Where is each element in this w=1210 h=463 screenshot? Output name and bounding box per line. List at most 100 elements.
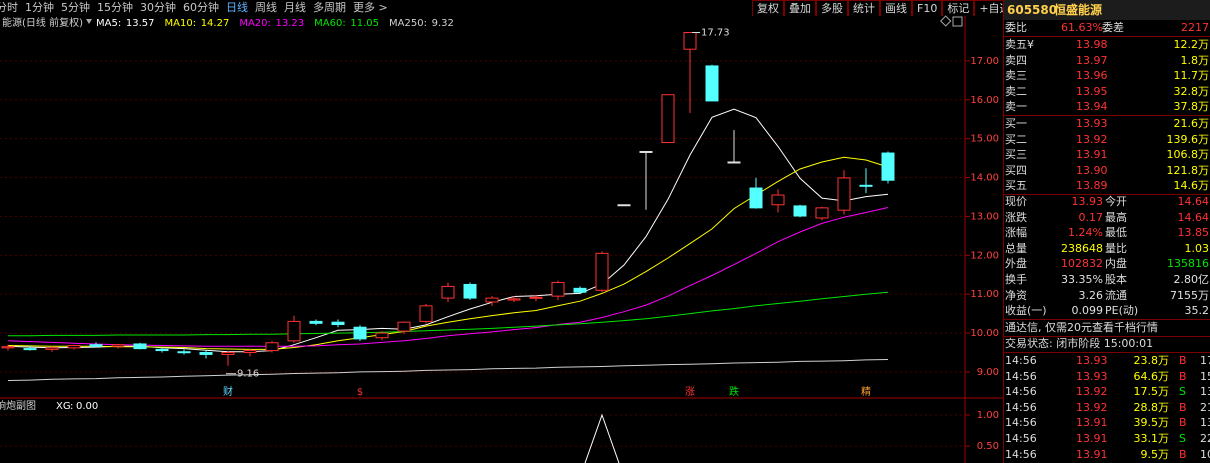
tick-volume: 28.8万 (1133, 400, 1170, 414)
order-volume: 12.2万 (1173, 38, 1210, 51)
tick-row: 14:56 13.91 9.5万 B 10 (1004, 447, 1210, 463)
stat-label: 内盘 (1105, 257, 1127, 271)
candle-body (133, 343, 147, 350)
candle-body (331, 321, 345, 326)
period-tab[interactable]: 多周期 (313, 1, 346, 14)
tool-button[interactable]: 多股 (816, 0, 848, 16)
ratio-cell: 61.63% (1061, 21, 1103, 34)
event-marker: 跌 (729, 385, 739, 398)
candle-body (375, 332, 389, 339)
period-tab[interactable]: 月线 (284, 1, 306, 14)
legend-colon: : (424, 18, 427, 29)
tick-volume: 64.6万 (1133, 369, 1170, 383)
ratio-cell: 2217 (1181, 21, 1209, 34)
order-volume: 21.6万 (1173, 117, 1210, 130)
stat-value: 2.80亿 (1173, 273, 1210, 286)
tool-button[interactable]: 统计 (848, 0, 880, 16)
stat-value: 3.26 (1078, 288, 1104, 302)
order-row: 卖四 13.97 1.8万 (1004, 53, 1210, 69)
tool-button[interactable]: 画线 (880, 0, 912, 16)
tool-button[interactable]: F10 (912, 0, 943, 16)
period-tab[interactable]: 周线 (255, 1, 277, 14)
ratio-cell: 委比 (1005, 21, 1027, 34)
stat-label: 现价 (1005, 195, 1027, 208)
order-label: 买五 (1005, 179, 1027, 193)
tick-side: S (1179, 432, 1186, 445)
period-tab[interactable]: 60分钟 (183, 1, 219, 14)
stat-label: 外盘 (1005, 257, 1027, 271)
tick-price: 13.92 (1076, 400, 1108, 414)
indicator-colon: : (70, 401, 73, 412)
kline-chart: 9.00 10.00 11.00 12.00 13.00 14.00 15.00 16.00 1… (0, 15, 1003, 463)
tick-row: 14:56 13.92 17.5万 S 13 (1004, 384, 1210, 400)
tick-time: 14:56 (1005, 416, 1037, 430)
stat-label: 净资 (1005, 288, 1027, 302)
candle-body (683, 31, 697, 50)
legend-value: 13.57 (126, 18, 155, 29)
y-tick-label: 16.00 (970, 95, 999, 106)
candle-body (837, 177, 851, 211)
tick-time: 14:56 (1005, 369, 1037, 383)
stat-row: 收益(一) 0.099 PE(动) 35.2 (1004, 303, 1210, 319)
stat-value: 35.2 (1184, 304, 1210, 318)
period-tab[interactable]: 15分钟 (97, 1, 133, 14)
period-tab[interactable]: 30分钟 (140, 1, 176, 14)
event-marker: 财 (223, 385, 233, 398)
tick-time: 14:56 (1005, 400, 1037, 414)
legend-colon: : (342, 18, 345, 29)
candle-body (639, 150, 653, 153)
promo-text[interactable]: 通达信, 仅需20元查看千档行情 (1005, 321, 1158, 334)
separator (1004, 115, 1210, 116)
order-row: 卖二 13.95 32.8万 (1004, 84, 1210, 100)
event-marker: $ (357, 387, 363, 398)
tool-button[interactable]: 标记 (942, 0, 975, 16)
tick-side: B (1179, 416, 1187, 430)
order-volume: 11.7万 (1173, 69, 1210, 83)
y-tick-label: 15.00 (970, 134, 999, 145)
candle-body (793, 205, 807, 217)
promo-row: 通达信, 仅需20元查看千档行情 (1004, 320, 1210, 336)
stat-value: 238648 (1061, 241, 1103, 255)
stat-value: 13.93 (1071, 195, 1104, 208)
stat-row: 现价 13.93 今开 14.64 (1004, 194, 1210, 210)
candle-body (815, 207, 829, 219)
period-tab[interactable]: 1分钟 (25, 1, 54, 14)
stat-value: 1.03 (1184, 241, 1210, 255)
y-tick-label: 12.00 (970, 250, 999, 261)
candle-body (1, 346, 15, 349)
candle-body (419, 305, 433, 322)
candle-body (111, 344, 125, 347)
candle-body (23, 348, 37, 351)
tick-count: 10 (1200, 447, 1210, 461)
stat-value: 13.85 (1177, 226, 1210, 240)
period-tab[interactable]: 更多 > (353, 1, 388, 14)
period-tab[interactable]: 日线 (226, 1, 248, 14)
candle-body (287, 320, 301, 342)
y-tick-label: 17.00 (970, 56, 999, 67)
candle-body (507, 298, 521, 301)
candle-body (221, 352, 235, 355)
stat-label: 最高 (1105, 210, 1127, 224)
candle-body (89, 344, 103, 347)
legend-name: MA20 (239, 18, 267, 29)
tick-price: 13.92 (1076, 385, 1108, 399)
period-tab[interactable]: 分时 (0, 1, 18, 14)
order-price: 13.96 (1076, 69, 1108, 83)
diamond-icon (940, 15, 952, 27)
order-price: 13.90 (1076, 163, 1108, 177)
status-text: 交易状态: 闭市阶段 15:00:01 (1005, 337, 1154, 350)
stat-value: 102832 (1061, 257, 1103, 271)
legend-name: MA10 (164, 18, 192, 29)
period-tab[interactable]: 5分钟 (61, 1, 90, 14)
candle-body (881, 152, 895, 181)
stat-label: 涨跌 (1005, 210, 1027, 224)
separator (1004, 36, 1210, 37)
event-marker: 精 (861, 385, 871, 398)
y-tick-label: 1.00 (977, 410, 999, 421)
tool-button[interactable]: 叠加 (784, 0, 816, 16)
order-price: 13.98 (1076, 38, 1108, 51)
tick-volume: 33.1万 (1133, 432, 1170, 445)
tool-button[interactable]: 复权 (752, 0, 784, 16)
tick-row: 14:56 13.93 23.8万 B 17 (1004, 353, 1210, 369)
tick-time: 14:56 (1005, 447, 1037, 461)
